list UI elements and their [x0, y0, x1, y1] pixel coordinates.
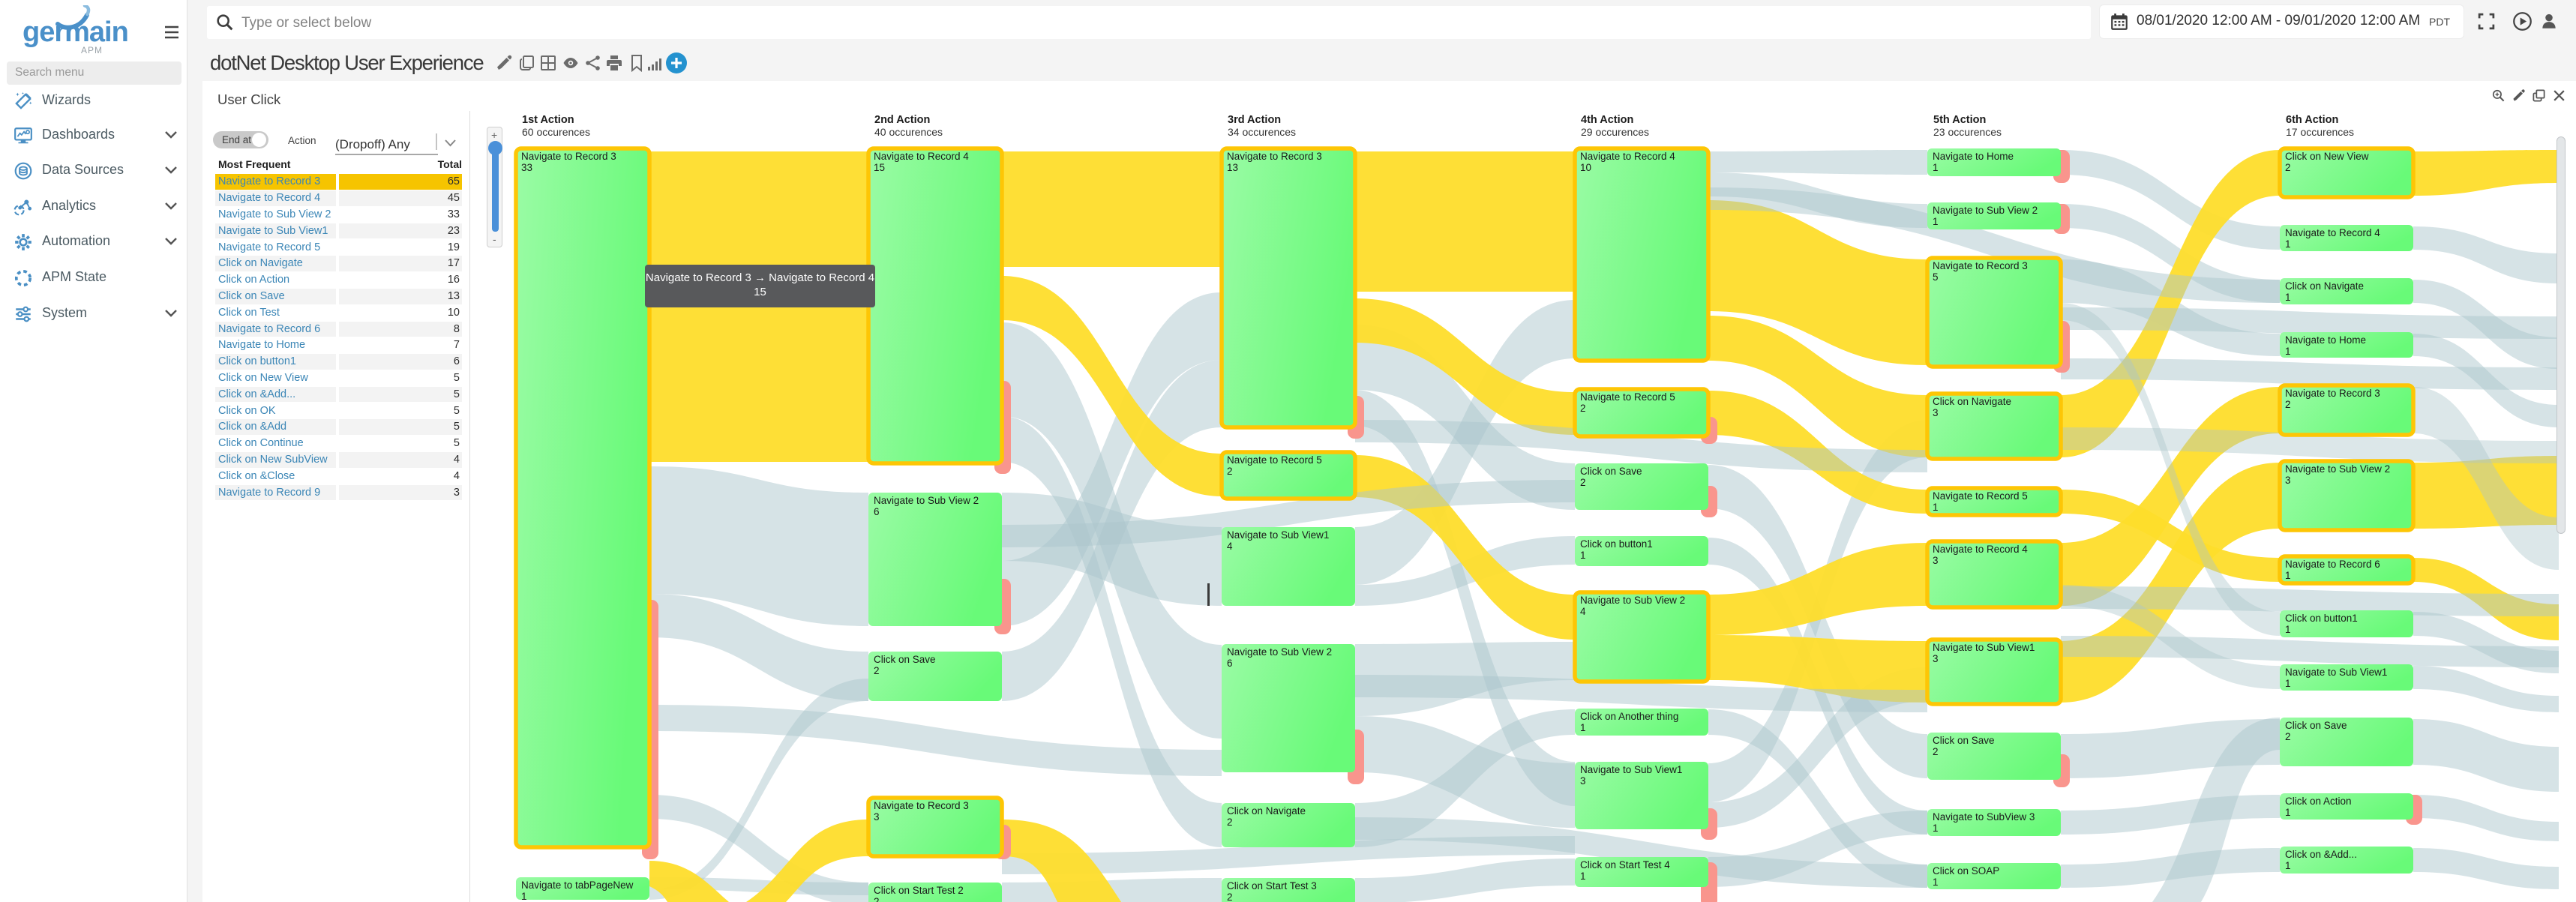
svg-text:10: 10: [1580, 162, 1591, 173]
svg-text:4: 4: [1227, 541, 1233, 552]
svg-text:1: 1: [1580, 871, 1586, 882]
svg-text:1: 1: [521, 891, 527, 902]
svg-text:2: 2: [874, 665, 880, 676]
svg-text:Click on Navigate: Click on Navigate: [1933, 396, 2011, 407]
svg-text:3: 3: [874, 811, 880, 823]
svg-text:Click on Start Test 4: Click on Start Test 4: [1580, 859, 1670, 871]
svg-text:Click on Action: Click on Action: [2285, 796, 2352, 807]
svg-text:Navigate to Home: Navigate to Home: [2285, 334, 2366, 346]
svg-text:Navigate to Sub View1: Navigate to Sub View1: [1227, 529, 1329, 541]
svg-text:Navigate to Sub View1: Navigate to Sub View1: [2285, 667, 2387, 678]
svg-text:Navigate to Sub View 2: Navigate to Sub View 2: [2285, 463, 2390, 475]
svg-text:Navigate to Record 3: Navigate to Record 3: [521, 151, 616, 162]
svg-text:Click on Save: Click on Save: [1933, 735, 1995, 746]
svg-text:Navigate to Record 5: Navigate to Record 5: [1580, 391, 1675, 403]
svg-text:5: 5: [1933, 271, 1939, 283]
svg-text:3: 3: [1933, 555, 1939, 566]
svg-text:3: 3: [2285, 475, 2291, 486]
svg-text:2: 2: [1227, 466, 1233, 477]
svg-text:6: 6: [874, 506, 880, 517]
svg-text:40 occurences: 40 occurences: [874, 126, 943, 138]
svg-text:4th Action: 4th Action: [1581, 114, 1633, 126]
svg-text:17 occurences: 17 occurences: [2286, 126, 2354, 138]
svg-text:3rd Action: 3rd Action: [1228, 114, 1281, 126]
svg-text:6: 6: [1227, 658, 1233, 669]
svg-text:Click on Start Test 3: Click on Start Test 3: [1227, 880, 1317, 892]
svg-text:1st Action: 1st Action: [522, 114, 574, 126]
svg-text:1: 1: [2285, 238, 2291, 250]
svg-text:2: 2: [1933, 746, 1939, 757]
svg-text:Navigate to Record 5: Navigate to Record 5: [1933, 490, 2028, 502]
svg-text:Navigate to Record 3: Navigate to Record 3: [1227, 151, 1322, 162]
svg-text:1: 1: [2285, 292, 2291, 303]
svg-text:Navigate to Record 4: Navigate to Record 4: [1933, 544, 2028, 555]
svg-text:1: 1: [2285, 860, 2291, 871]
svg-text:Navigate to Home: Navigate to Home: [1933, 151, 2014, 162]
svg-text:3: 3: [1933, 407, 1939, 418]
svg-text:Navigate to Record 3: Navigate to Record 3: [2285, 388, 2380, 399]
svg-text:5th Action: 5th Action: [1933, 114, 1986, 126]
svg-text:1: 1: [1933, 162, 1939, 173]
svg-text:Click on Save: Click on Save: [874, 654, 936, 665]
svg-text:Navigate to Record 6: Navigate to Record 6: [2285, 559, 2380, 570]
svg-text:Navigate to Record 5: Navigate to Record 5: [1227, 454, 1322, 466]
svg-text:34 occurences: 34 occurences: [1228, 126, 1296, 138]
svg-text:3: 3: [1933, 653, 1939, 664]
svg-text:Navigate to Sub View 2: Navigate to Sub View 2: [1933, 205, 2038, 216]
svg-text:60 occurences: 60 occurences: [522, 126, 590, 138]
svg-text:Click on Navigate: Click on Navigate: [1227, 805, 1306, 817]
svg-text:2: 2: [1227, 892, 1233, 902]
svg-text:Navigate to Sub View1: Navigate to Sub View1: [1580, 764, 1682, 775]
svg-text:Navigate to Sub View 2: Navigate to Sub View 2: [1227, 646, 1332, 658]
svg-text:1: 1: [2285, 678, 2291, 689]
svg-text:Navigate to Record 4: Navigate to Record 4: [874, 151, 969, 162]
svg-text:Click on SOAP: Click on SOAP: [1933, 865, 1999, 877]
svg-text:Click on button1: Click on button1: [1580, 538, 1653, 550]
svg-text:6th Action: 6th Action: [2286, 114, 2338, 126]
svg-text:Navigate to SubView 3: Navigate to SubView 3: [1933, 811, 2035, 823]
svg-text:3: 3: [1580, 775, 1586, 787]
svg-text:Navigate to tabPageNew: Navigate to tabPageNew: [521, 880, 634, 891]
svg-text:Click on Start Test 2: Click on Start Test 2: [874, 885, 964, 896]
svg-text:Click on New View: Click on New View: [2285, 151, 2369, 162]
svg-text:15: 15: [874, 162, 885, 173]
svg-text:33: 33: [521, 162, 532, 173]
svg-text:Navigate to Sub View 2: Navigate to Sub View 2: [1580, 595, 1685, 606]
svg-text:13: 13: [1227, 162, 1238, 173]
svg-text:29 occurences: 29 occurences: [1581, 126, 1649, 138]
svg-text:1: 1: [2285, 624, 2291, 635]
svg-text:Click on Another thing: Click on Another thing: [1580, 711, 1678, 722]
svg-text:1: 1: [2285, 807, 2291, 818]
svg-text:2: 2: [1580, 477, 1586, 488]
svg-text:1: 1: [1933, 877, 1939, 888]
svg-text:Navigate to Record 4: Navigate to Record 4: [2285, 227, 2380, 238]
svg-text:Click on Navigate: Click on Navigate: [2285, 280, 2364, 292]
svg-text:1: 1: [1933, 502, 1939, 513]
svg-text:Navigate to Record 4: Navigate to Record 4: [1580, 151, 1675, 162]
svg-text:Click on Save: Click on Save: [2285, 720, 2347, 731]
svg-text:1: 1: [1580, 722, 1586, 733]
svg-text:2: 2: [2285, 162, 2291, 173]
svg-text:1: 1: [2285, 570, 2291, 581]
svg-text:2: 2: [874, 896, 880, 902]
svg-text:1: 1: [1933, 823, 1939, 834]
svg-text:Click on &Add...: Click on &Add...: [2285, 849, 2357, 860]
svg-text:4: 4: [1580, 606, 1586, 617]
svg-text:1: 1: [2285, 346, 2291, 357]
svg-text:2: 2: [2285, 731, 2291, 742]
svg-text:2nd Action: 2nd Action: [874, 114, 930, 126]
svg-text:2: 2: [1227, 817, 1233, 828]
svg-text:Navigate to Record 3: Navigate to Record 3: [1933, 260, 2028, 271]
svg-text:23 occurences: 23 occurences: [1933, 126, 2002, 138]
svg-text:Click on Save: Click on Save: [1580, 466, 1642, 477]
svg-text:Navigate to Sub View 2: Navigate to Sub View 2: [874, 495, 979, 506]
svg-text:2: 2: [2285, 399, 2291, 410]
svg-text:1: 1: [1933, 216, 1939, 227]
svg-text:Navigate to Record 3: Navigate to Record 3: [874, 800, 969, 811]
svg-text:2: 2: [1580, 403, 1586, 414]
svg-text:Click on button1: Click on button1: [2285, 613, 2358, 624]
svg-text:Navigate to Sub View1: Navigate to Sub View1: [1933, 642, 2035, 653]
svg-text:1: 1: [1580, 550, 1586, 561]
